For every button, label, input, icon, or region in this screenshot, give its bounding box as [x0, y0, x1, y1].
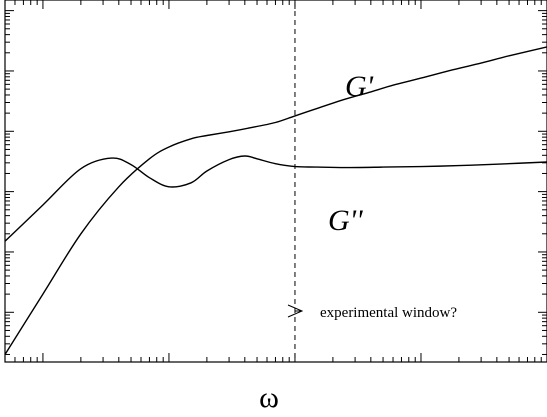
arrow-head [287, 304, 304, 318]
plot-frame [4, 0, 547, 363]
x-axis-label: ω [259, 381, 279, 414]
axis-ticks [4, 0, 547, 362]
g-double-prime-curve [4, 155, 547, 242]
experimental-window-annotation: experimental window? [320, 305, 457, 321]
arrow-right-icon [287, 304, 304, 318]
g-prime-label: G' [345, 70, 374, 103]
g-double-prime-label: G'' [328, 204, 363, 237]
g-prime-curve [4, 46, 547, 355]
